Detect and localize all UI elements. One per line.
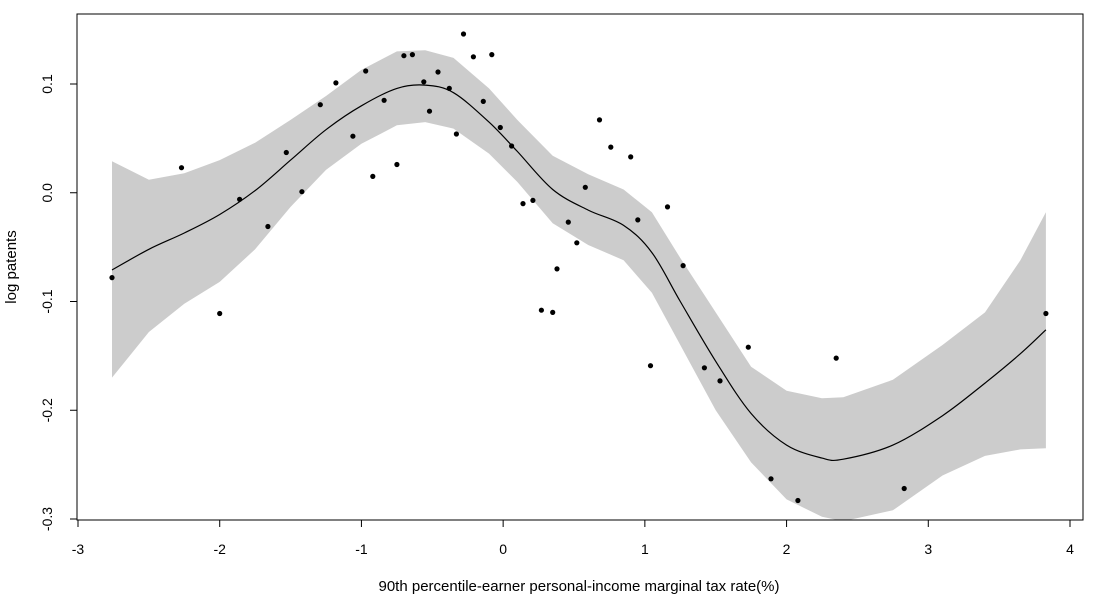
x-tick-label: 1	[641, 541, 649, 557]
data-point	[680, 263, 686, 269]
data-point	[460, 31, 467, 37]
data-point	[768, 476, 774, 482]
x-tick-label: 4	[1066, 541, 1074, 557]
data-point	[550, 309, 556, 315]
x-tick-label: 0	[499, 541, 507, 557]
x-tick-label: 2	[783, 541, 791, 557]
data-point	[480, 98, 486, 104]
data-point	[370, 173, 376, 179]
data-point	[901, 485, 907, 492]
y-axis: -0.3 -0.2 -0.1 0.0 0.1	[39, 74, 78, 531]
data-point	[647, 363, 654, 369]
data-point	[217, 310, 223, 317]
data-point	[608, 144, 614, 150]
y-axis-title: log patents	[3, 230, 20, 303]
data-point	[109, 275, 115, 281]
data-point	[409, 52, 415, 58]
data-point	[283, 149, 289, 156]
y-tick-label: 0.0	[39, 183, 55, 203]
data-point	[489, 52, 495, 58]
points-layer	[109, 31, 1049, 504]
data-point	[628, 154, 634, 160]
y-tick-label: -0.2	[39, 398, 55, 422]
data-point	[350, 133, 356, 139]
x-tick-label: -1	[355, 541, 368, 557]
data-point	[435, 69, 441, 75]
fit-line-layer	[111, 84, 1047, 462]
data-point	[453, 131, 459, 137]
data-point	[497, 124, 503, 131]
data-point	[470, 54, 476, 60]
x-tick-label: -3	[72, 541, 85, 557]
data-point	[381, 97, 387, 103]
data-point	[394, 161, 400, 168]
y-tick-label: -0.3	[39, 507, 55, 531]
y-tick-label: 0.1	[39, 74, 55, 94]
data-point	[299, 189, 305, 195]
fit-line	[111, 84, 1047, 462]
x-axis: -3 -2 -1 0 1 2 3 4	[72, 519, 1074, 557]
data-point	[509, 143, 515, 149]
data-point	[795, 497, 801, 504]
confidence-band	[112, 50, 1046, 520]
data-point	[237, 196, 243, 202]
data-point	[421, 79, 427, 85]
data-point	[333, 80, 339, 86]
confidence-band-layer	[112, 50, 1046, 520]
data-point	[635, 217, 641, 223]
data-point	[833, 355, 839, 361]
data-point	[582, 184, 588, 190]
data-point	[554, 266, 560, 272]
data-point	[446, 85, 452, 91]
x-tick-label: -2	[213, 541, 226, 557]
data-point	[1043, 310, 1049, 317]
data-point	[426, 108, 433, 114]
data-point	[574, 240, 580, 246]
data-point	[401, 53, 407, 59]
data-point	[520, 201, 526, 207]
data-point	[701, 365, 708, 371]
data-point	[317, 102, 323, 108]
data-point	[265, 223, 271, 230]
data-point	[596, 117, 603, 123]
data-point	[745, 344, 751, 350]
data-point	[363, 68, 369, 74]
data-point	[565, 219, 571, 225]
y-tick-label: -0.1	[39, 289, 55, 313]
data-point	[530, 197, 536, 203]
x-tick-label: 3	[924, 541, 932, 557]
data-point	[538, 307, 545, 313]
x-axis-title: 90th percentile-earner personal-income m…	[378, 578, 779, 595]
data-point	[664, 204, 671, 210]
data-point	[717, 378, 723, 384]
data-point	[178, 165, 185, 171]
